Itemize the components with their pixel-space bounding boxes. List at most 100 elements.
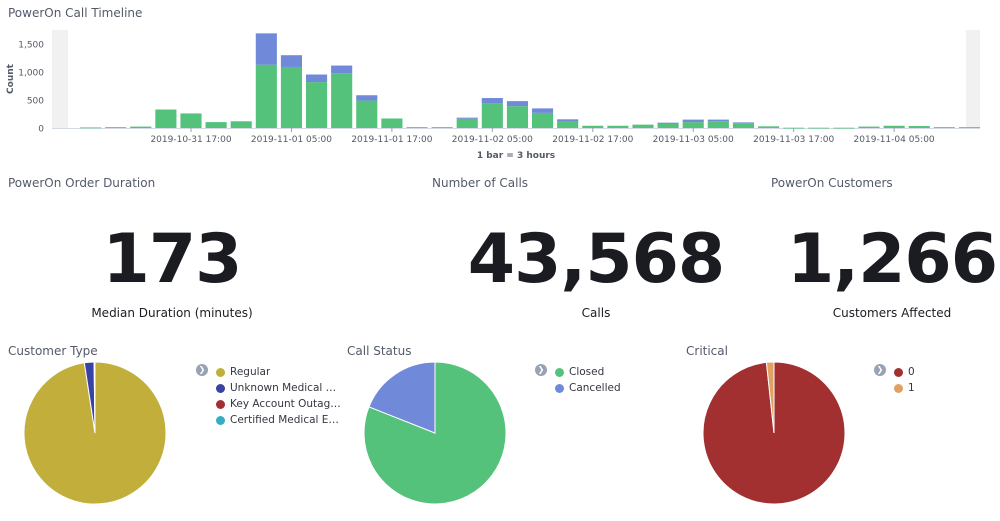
bar-blue [456, 117, 478, 119]
call-status-pie [363, 361, 507, 505]
bar-green [280, 66, 302, 128]
bar-green [707, 121, 729, 128]
bar-green [632, 124, 654, 128]
bar-green [933, 127, 955, 128]
call-status-legend: ❯ Closed Cancelled [535, 364, 655, 396]
legend-dot [894, 383, 903, 393]
bar-green [155, 109, 177, 128]
legend-dot [216, 383, 225, 393]
legend-toggle-icon[interactable]: ❯ [874, 364, 886, 376]
bar-green [883, 125, 905, 128]
bar-green [908, 126, 930, 128]
plot-right-band [966, 30, 980, 128]
x-tick-label: 2019-11-03 05:00 [653, 135, 734, 145]
y-tick-label: 500 [27, 97, 44, 107]
bar-blue [532, 108, 554, 113]
legend-label: Key Account Outage ... [230, 398, 341, 410]
bar-green [130, 126, 152, 128]
x-tick-label: 2019-11-03 17:00 [753, 135, 834, 145]
bar-green [230, 121, 252, 128]
bar-green [381, 118, 403, 128]
customers-value: 1,266 [786, 220, 998, 299]
legend-item[interactable]: 1 [894, 380, 974, 396]
y-axis-label: Count [6, 63, 16, 94]
bar-green [481, 103, 503, 128]
y-tick-label: 1,500 [18, 41, 44, 51]
bar-green [255, 64, 277, 128]
x-tick-label: 2019-11-02 17:00 [552, 135, 633, 145]
legend-label: Cancelled [569, 382, 621, 394]
x-tick-label: 2019-11-02 05:00 [452, 135, 533, 145]
bar-green [532, 112, 554, 128]
x-tick-label: 2019-11-01 17:00 [351, 135, 432, 145]
bar-green [682, 122, 704, 128]
calls-value: 43,568 [467, 220, 725, 299]
bar-green [506, 106, 528, 128]
bar-green [105, 127, 127, 128]
customer-type-title: Customer Type [8, 344, 98, 358]
customers-panel-title: PowerOn Customers [771, 176, 893, 190]
bar-blue [707, 119, 729, 122]
bar-green [406, 127, 428, 128]
customer-type-legend: ❯ Regular Unknown Medical De... Key Acco… [196, 364, 341, 428]
bar-blue [732, 122, 754, 124]
bar-green [80, 127, 102, 129]
legend-dot [216, 367, 225, 377]
bar-green [356, 100, 378, 128]
y-tick-label: 1,000 [18, 69, 44, 79]
legend-item[interactable]: Cancelled [555, 380, 655, 396]
legend-label: Certified Medical Em... [230, 414, 341, 426]
legend-item[interactable]: Closed [555, 364, 655, 380]
legend-item[interactable]: Certified Medical Em... [216, 412, 341, 428]
bar-blue [682, 119, 704, 123]
bar-green [205, 122, 227, 128]
bar-green [958, 127, 980, 128]
x-tick-label: 2019-10-31 17:00 [150, 135, 231, 145]
legend-dot [216, 399, 225, 409]
legend-toggle-icon[interactable]: ❯ [196, 364, 208, 376]
bar-green [331, 73, 353, 128]
bar-green [582, 125, 604, 128]
bar-blue [255, 33, 277, 65]
critical-pie [702, 361, 846, 505]
call-status-title: Call Status [347, 344, 412, 358]
bar-green [607, 125, 629, 128]
critical-legend: ❯ 0 1 [874, 364, 974, 396]
bar-green [808, 127, 830, 129]
bar-blue [557, 119, 579, 121]
bar-blue [356, 95, 378, 101]
bar-green [657, 123, 679, 128]
y-tick-label: 0 [38, 125, 44, 135]
pie-slice [765, 361, 775, 434]
bar-blue [331, 65, 353, 74]
legend-toggle-icon[interactable]: ❯ [535, 364, 547, 376]
bar-green [306, 82, 328, 128]
bar-green [431, 127, 453, 128]
bar-blue [306, 74, 328, 83]
customer-type-pie [23, 361, 167, 505]
customers-label: Customers Affected [832, 306, 952, 320]
timeline-title: PowerOn Call Timeline [8, 6, 143, 20]
x-axis-label: 1 bar = 3 hours [477, 151, 555, 161]
pie-slice [368, 361, 436, 434]
x-tick-label: 2019-11-01 05:00 [251, 135, 332, 145]
plot-left-band [52, 30, 68, 128]
timeline-chart: 0 500 1,000 1,500 Count 2019-10-31 17:00 2019-… [6, 30, 980, 161]
legend-dot [555, 367, 564, 377]
bar-green [833, 127, 855, 129]
duration-value: 173 [102, 220, 243, 299]
duration-panel-title: PowerOn Order Duration [8, 176, 156, 190]
bar-green [732, 123, 754, 128]
legend-item[interactable]: Key Account Outage ... [216, 396, 341, 412]
legend-item[interactable]: Regular [216, 364, 341, 380]
x-tick-label: 2019-11-04 05:00 [854, 135, 935, 145]
duration-label: Median Duration (minutes) [91, 306, 253, 320]
bar-blue [506, 101, 528, 107]
calls-label: Calls [581, 306, 611, 320]
legend-item[interactable]: Unknown Medical De... [216, 380, 341, 396]
bar-green [858, 126, 880, 128]
bar-blue [481, 98, 503, 104]
bar-green [758, 126, 780, 128]
legend-label: Unknown Medical De... [230, 382, 341, 394]
legend-item[interactable]: 0 [894, 364, 974, 380]
